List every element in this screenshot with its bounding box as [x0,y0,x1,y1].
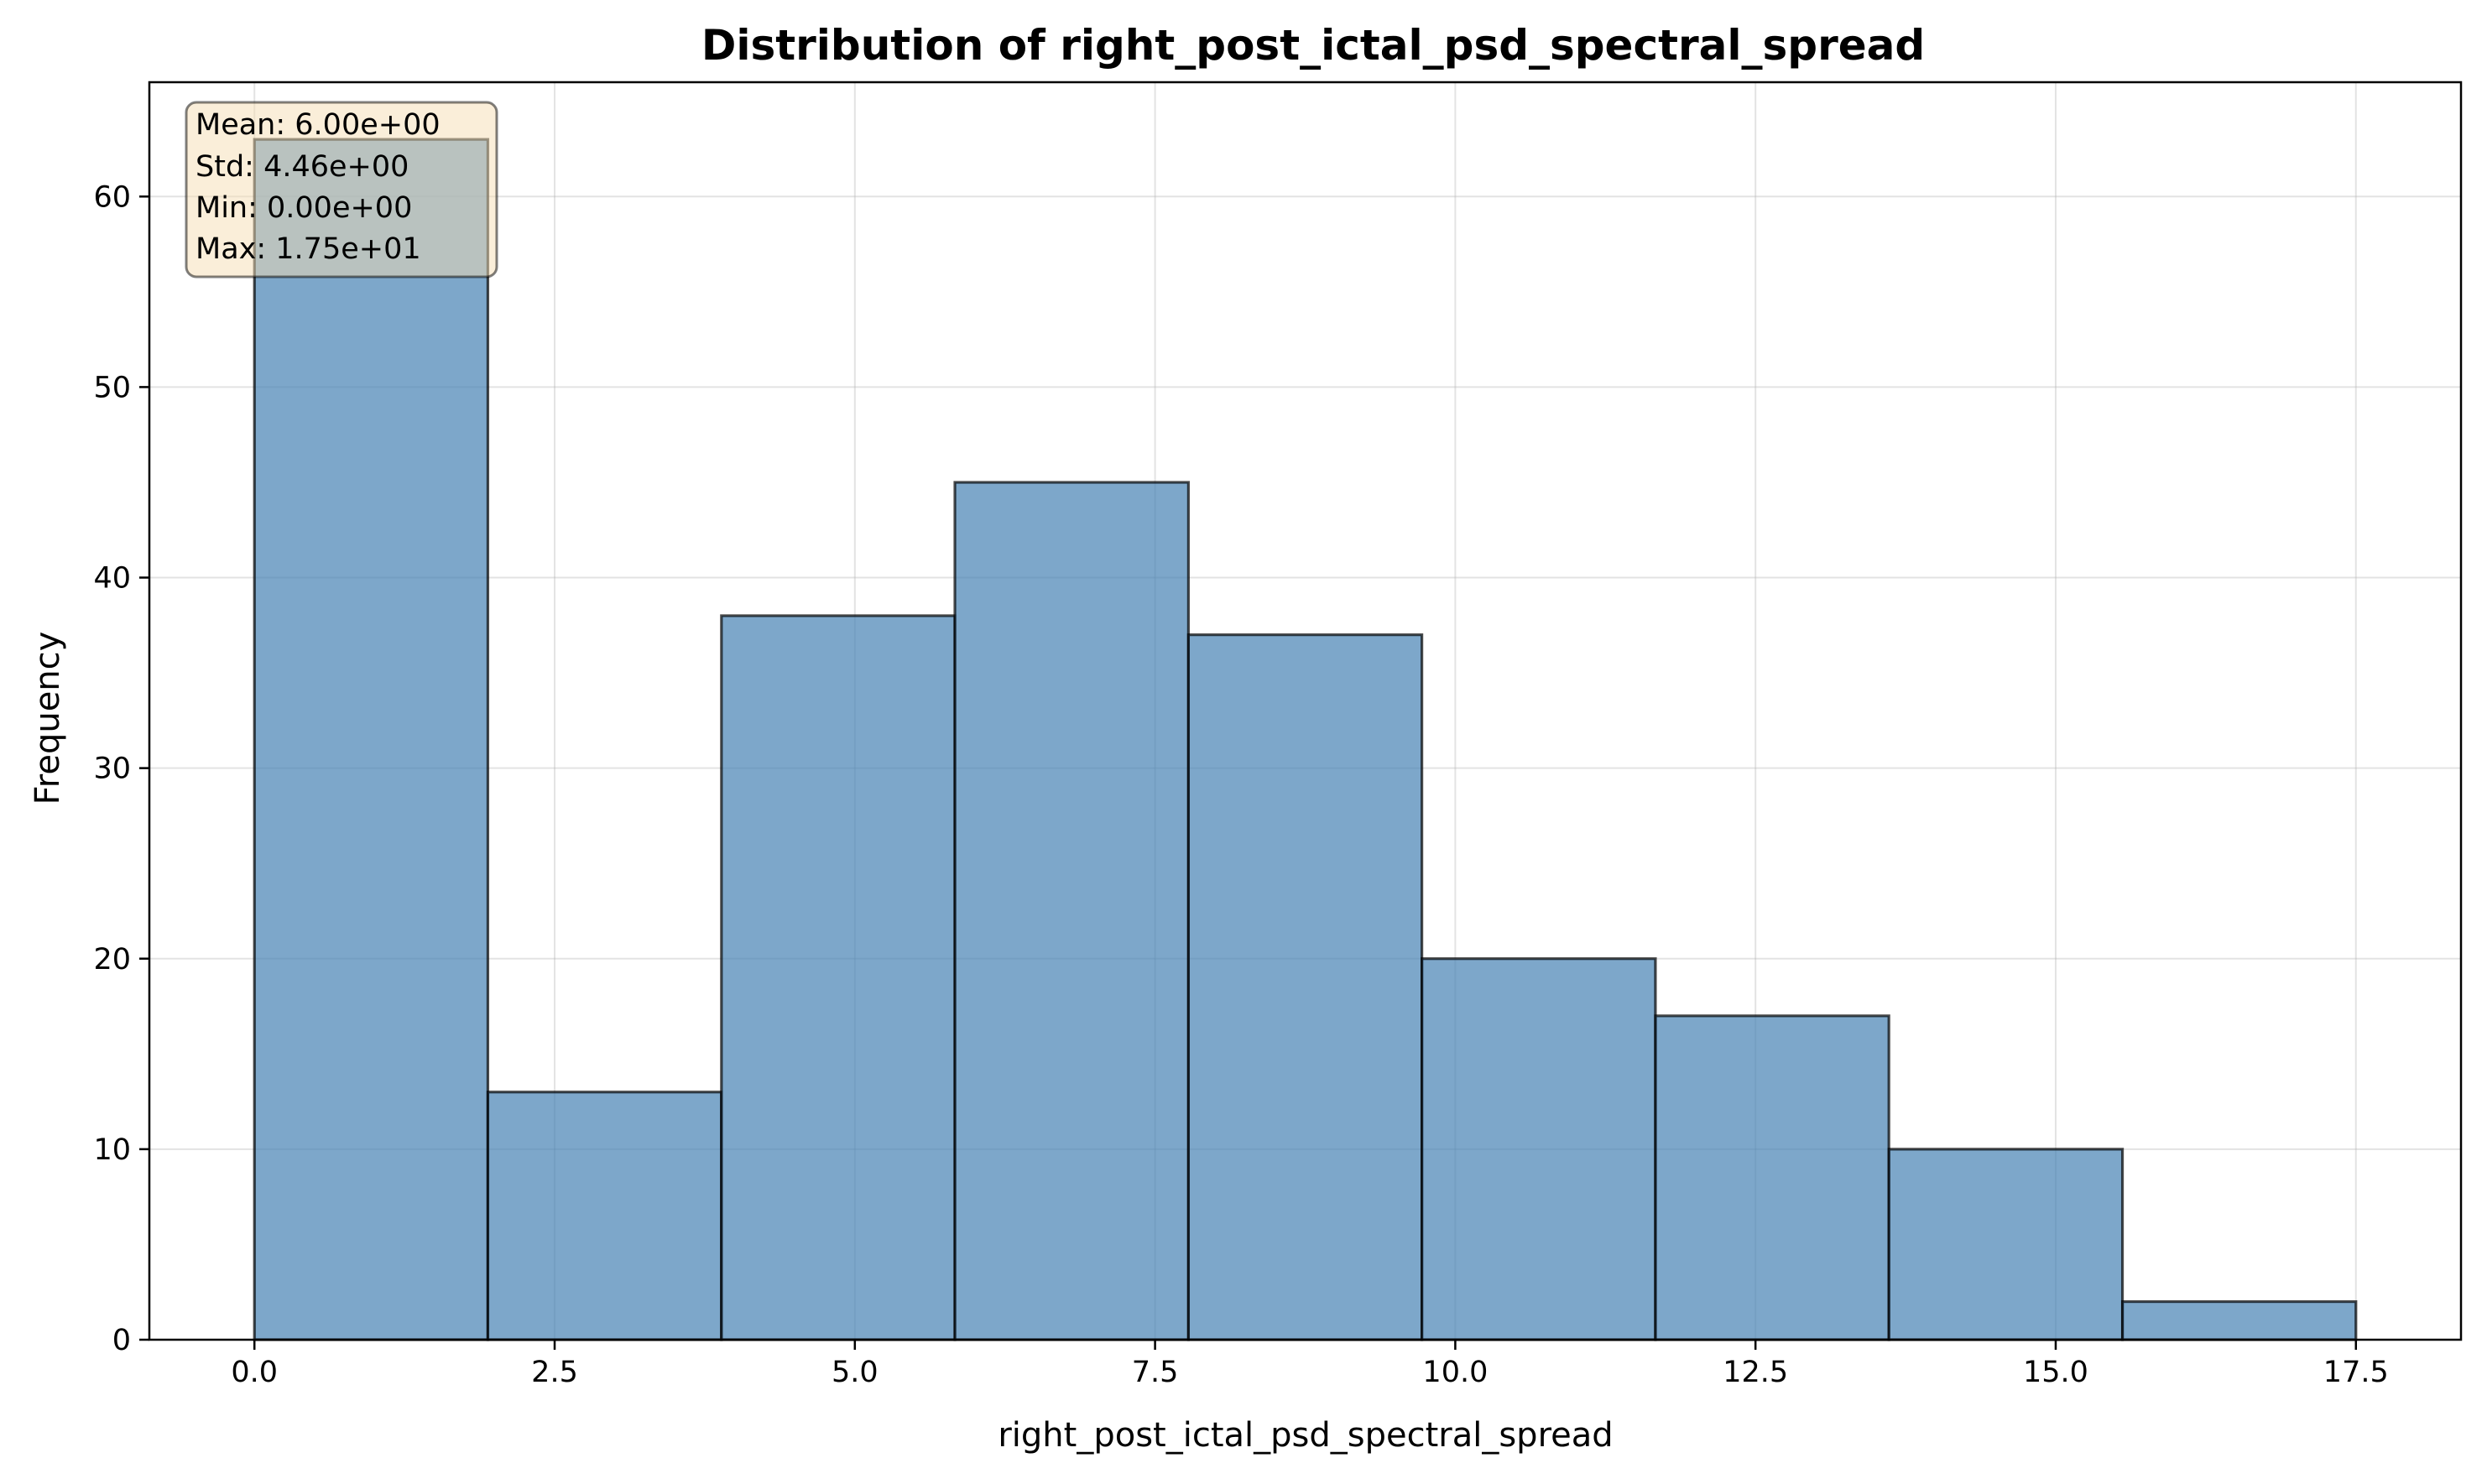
y-axis-label: Frequency [29,632,67,805]
x-tick-label: 7.5 [1132,1356,1179,1389]
histogram-bar [1887,1148,2125,1341]
x-tick-label: 0.0 [231,1356,278,1389]
stats-box-background [185,101,498,279]
x-axis-ticks: 0.0 2.5 5.0 7.5 10.0 12.5 15.0 17.5 [231,1340,2389,1389]
x-tick-label: 12.5 [1723,1356,1788,1389]
y-tick-label: 60 [93,180,131,214]
histogram-bar [720,614,957,1341]
y-tick-label: 20 [93,943,131,976]
axes-frame [148,81,2463,1341]
y-tick-label: 0 [112,1324,131,1357]
stats-min: Min: 0.00e+00 [196,191,412,225]
y-axis-ticks: 0 10 20 30 40 50 60 [93,180,149,1357]
x-tick-label: 10.0 [1422,1356,1488,1389]
x-tick-label: 2.5 [531,1356,578,1389]
x-axis-label: right_post_ictal_psd_spectral_spread [998,1416,1613,1455]
histogram-bar [1186,633,1424,1341]
chart-title: Distribution of right_post_ictal_psd_spe… [701,21,1925,70]
histogram-bar [486,1091,723,1341]
y-tick-label: 50 [93,371,131,404]
stats-max: Max: 1.75e+01 [196,232,421,266]
histogram-bar [1654,1014,1890,1341]
stats-mean: Mean: 6.00e+00 [196,108,441,142]
histogram-bar [1421,957,1657,1341]
x-tick-label: 15.0 [2023,1356,2088,1389]
x-tick-label: 17.5 [2323,1356,2389,1389]
y-tick-label: 30 [93,752,131,786]
histogram-bar [253,138,490,1341]
y-tick-label: 40 [93,562,131,596]
histogram-bar [2120,1299,2358,1341]
histogram-bar [953,481,1190,1341]
x-tick-label: 5.0 [832,1356,879,1389]
stats-box: Mean: 6.00e+00 Std: 4.46e+00 Min: 0.00e+… [185,101,498,279]
y-tick-label: 10 [93,1133,131,1167]
bars-layer [253,138,2358,1341]
stats-std: Std: 4.46e+00 [196,150,409,184]
